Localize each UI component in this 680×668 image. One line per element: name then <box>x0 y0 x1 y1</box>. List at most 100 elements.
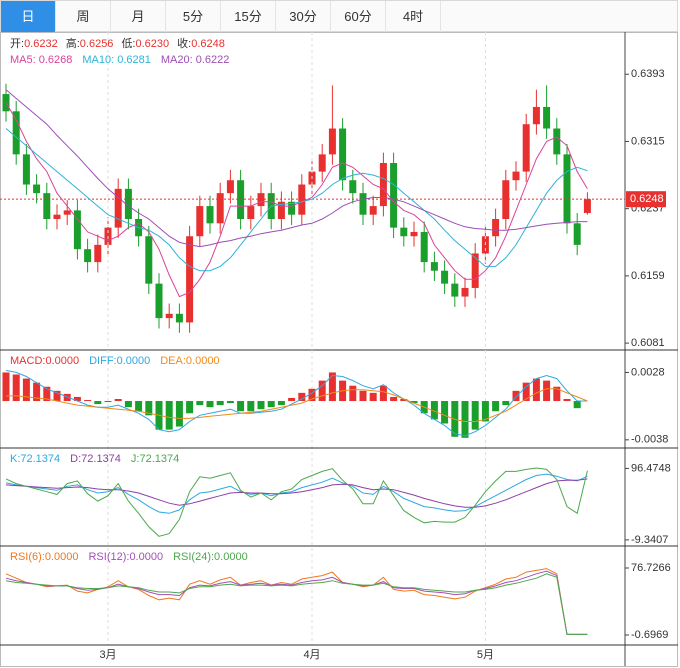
indicator-line <box>5 568 588 635</box>
indicator-line <box>5 467 588 537</box>
indicator-line <box>5 573 588 635</box>
macd-bar <box>33 382 41 402</box>
macd-bar <box>226 401 234 404</box>
period-tab[interactable]: 60分 <box>331 1 386 32</box>
macd-bar <box>441 401 449 424</box>
candle-body <box>206 206 214 224</box>
candle-body <box>288 201 296 215</box>
candle-body <box>43 193 51 220</box>
candle-body <box>216 193 224 224</box>
candle-body <box>53 214 61 220</box>
macd-bar <box>390 396 398 402</box>
candle-body <box>155 283 163 319</box>
candle-body <box>379 162 387 207</box>
candle-body <box>573 223 581 245</box>
candle-body <box>247 206 255 220</box>
macd-bar <box>165 401 173 430</box>
macd-bar <box>216 401 224 406</box>
macd-bar <box>502 401 510 406</box>
candle-body <box>532 106 540 125</box>
macd-bar <box>247 401 255 412</box>
candle-body <box>349 180 357 194</box>
candle-body <box>73 210 81 250</box>
candle-body <box>390 162 398 228</box>
candle-body <box>328 128 336 155</box>
period-tab[interactable]: 4时 <box>386 1 441 32</box>
macd-bar <box>196 401 204 406</box>
indicator-line <box>5 89 588 248</box>
candle-body <box>441 270 449 284</box>
macd-bar <box>114 398 122 402</box>
macd-bar <box>318 380 326 402</box>
candle-body <box>461 287 469 297</box>
candle-body <box>94 244 102 263</box>
last-price-box <box>626 191 666 208</box>
legend-entry: DIFF:0.0000 <box>89 355 150 367</box>
macd-bar <box>532 378 540 402</box>
info-label: 开: <box>10 38 24 50</box>
candle-body <box>84 249 92 263</box>
legend-entry: D:72.1374 <box>70 453 121 465</box>
candle-body <box>165 313 173 319</box>
y-tick-label: 96.4748 <box>631 462 671 474</box>
period-tab[interactable]: 15分 <box>221 1 276 32</box>
y-tick-label: 0.6159 <box>631 270 665 282</box>
legend-entry: RSI(24):0.0000 <box>173 551 248 563</box>
legend-entry: MA10: 0.6281 <box>82 54 151 66</box>
period-tab[interactable]: 5分 <box>166 1 221 32</box>
indicator-line <box>5 102 588 298</box>
y-tick-label: -0.0038 <box>631 434 668 446</box>
info-value: 0.6230 <box>136 38 170 50</box>
macd-bar <box>257 401 265 410</box>
period-tab[interactable]: 日 <box>1 1 56 32</box>
candle-body <box>145 236 153 284</box>
legend-entry: J:72.1374 <box>131 453 179 465</box>
period-tab[interactable]: 月 <box>111 1 166 32</box>
indicator-line <box>5 473 588 514</box>
macd-bar <box>563 398 571 402</box>
macd-bar <box>288 397 296 402</box>
candle-body <box>420 231 428 263</box>
candle-body <box>553 128 561 155</box>
info-label: 高: <box>66 36 80 50</box>
candle-body <box>400 227 408 237</box>
legend-entry: RSI(12):0.0000 <box>88 551 163 563</box>
indicator-line <box>5 570 588 635</box>
info-label: 低: <box>121 37 135 50</box>
macd-bar <box>410 401 418 404</box>
macd-bar <box>94 401 102 405</box>
macd-bar <box>461 401 469 438</box>
y-tick-label: 0.6081 <box>631 337 665 349</box>
legend-entry: MA20: 0.6222 <box>161 54 230 66</box>
candle-body <box>175 313 183 323</box>
y-tick-label: -9.3407 <box>631 534 668 546</box>
macd-bar <box>328 372 336 402</box>
indicator-line <box>5 369 588 437</box>
info-value: 0.6248 <box>191 38 225 50</box>
candle-body <box>186 236 194 323</box>
macd-bar <box>12 374 20 402</box>
candle-body <box>124 188 132 220</box>
x-tick-label: 4月 <box>303 649 320 661</box>
period-tab[interactable]: 周 <box>56 1 111 32</box>
candle-body <box>12 111 20 155</box>
info-value: 0.6256 <box>80 38 114 50</box>
macd-bar <box>543 380 551 402</box>
y-tick-label: 0.6315 <box>631 135 665 147</box>
period-tab[interactable]: 30分 <box>276 1 331 32</box>
macd-bar <box>430 401 438 420</box>
last-price-label: 0.6248 <box>630 193 664 205</box>
candle-body <box>33 184 41 194</box>
info-label: 收: <box>177 36 191 50</box>
y-tick-label: 0.0028 <box>631 366 665 378</box>
macd-bar <box>145 401 153 416</box>
macd-bar <box>135 401 143 412</box>
y-tick-label: 0.6393 <box>631 68 665 80</box>
candle-body <box>430 262 438 271</box>
candle-body <box>471 253 479 288</box>
candle-body <box>2 94 10 112</box>
macd-bar <box>522 382 530 402</box>
macd-bar <box>73 396 81 402</box>
macd-bar <box>267 401 275 408</box>
